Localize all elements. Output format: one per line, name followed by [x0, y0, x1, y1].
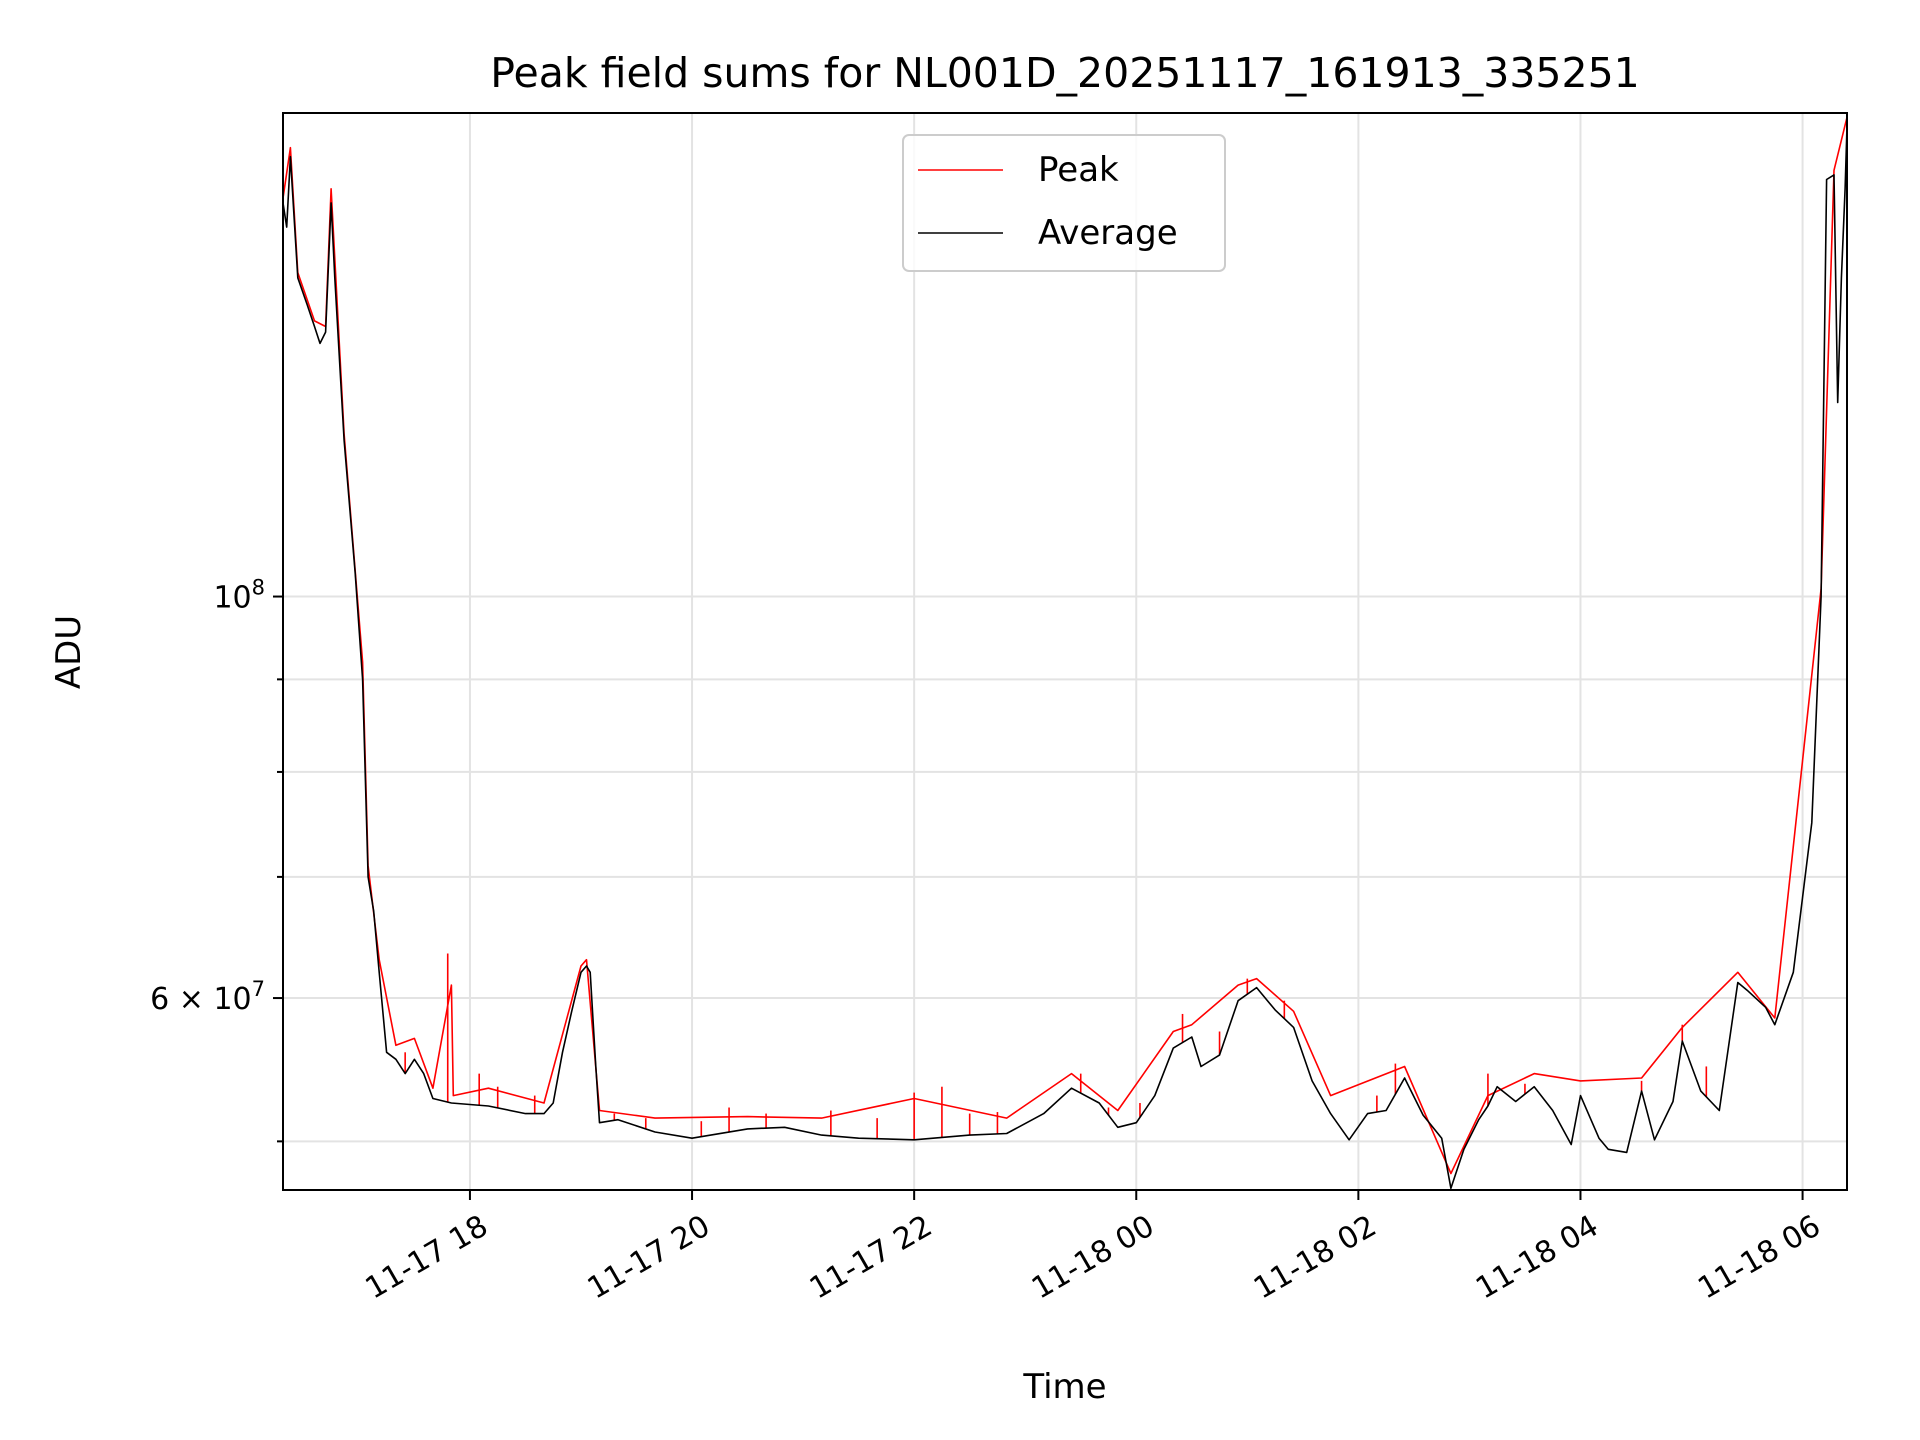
legend: Peak Average	[902, 134, 1226, 272]
grid	[283, 113, 1847, 1190]
legend-box	[902, 134, 1226, 272]
series-line-average	[283, 125, 1847, 1190]
y-tick-base: 10	[213, 982, 251, 1017]
chart-title: Peak field sums for NL001D_20251117_1619…	[490, 49, 1640, 97]
y-tick-mantissa: 6 ×	[150, 982, 213, 1017]
legend-label-average: Average	[1038, 213, 1178, 253]
legend-label-peak: Peak	[1038, 150, 1119, 190]
y-tick-exponent: 7	[252, 977, 265, 1001]
x-axis-label: Time	[1022, 1367, 1106, 1407]
y-axis-label: ADU	[49, 615, 89, 689]
plot-series	[283, 117, 1847, 1190]
y-tick-base: 10	[213, 581, 251, 616]
plot-frame	[282, 112, 1848, 1191]
y-tick-exponent: 8	[252, 576, 265, 600]
y-tick-label: 6 × 107	[150, 977, 265, 1017]
y-tick-label: 108	[213, 576, 265, 616]
